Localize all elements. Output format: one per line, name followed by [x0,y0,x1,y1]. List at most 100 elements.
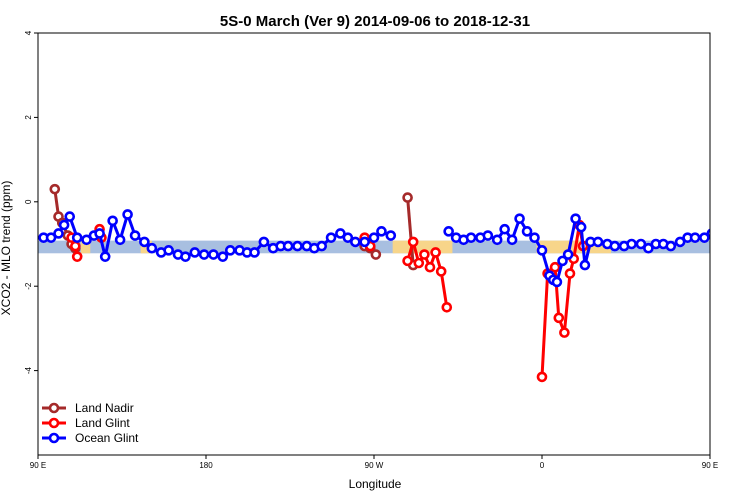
ocean-glint-point [579,259,591,271]
ocean-glint-point [482,230,494,241]
land-glint-point [549,261,561,273]
ocean-glint-point [743,234,750,242]
ocean-glint-point [575,221,587,233]
x-axis-label: Longitude [349,477,402,491]
ocean-glint-point [217,251,229,262]
land-glint-point [71,251,83,262]
ocean-glint-point [376,226,387,237]
y-tick-label: 4 [24,30,33,35]
ocean-glint-point [139,236,150,248]
ocean-glint-point [114,234,126,246]
land-glint-point [430,247,441,258]
ocean-glint-point [368,232,380,243]
ocean-glint-point [626,238,637,250]
ocean-glint-point [94,228,105,239]
ocean-glint-point [58,219,70,231]
ocean-glint-point [529,232,540,243]
x-tick-label: 180 [199,461,213,470]
x-tick-label: 90 W [365,461,384,470]
ocean-glint-point [551,276,563,288]
ocean-glint-point [738,232,746,240]
ocean-glint-point [499,223,510,235]
land-glint-point [424,261,436,273]
y-axis-label: XCO2 - MLO trend (ppm) [0,181,13,316]
ocean-glint-point [514,213,525,224]
y-tick-label: -4 [24,366,33,374]
land-nadir-line-2 [406,197,415,266]
land-nadir-point [725,186,733,194]
ocean-glint-point [180,251,191,262]
ocean-glint-point [699,232,710,243]
ocean-glint-point [81,234,92,246]
ocean-glint-point [146,242,158,254]
y-axis: 4 2 0 -2 -4 [24,30,38,374]
legend-label: Ocean Glint [75,431,139,445]
land-glint-point [732,238,740,246]
land-glint-point [553,312,565,324]
ocean-glint-point [71,232,83,243]
ocean-glint-point [506,234,518,246]
legend-label: Land Nadir [75,401,134,415]
band-land-0 [80,240,91,254]
legend-swatch-marker [48,402,60,414]
x-tick-label: 90 E [30,461,46,470]
legend-item-ocean-glint: Ocean Glint [42,431,139,445]
ocean-glint-point [258,236,270,248]
x-tick-label: 90 E [702,461,718,470]
land-nadir-point [730,213,738,221]
land-glint-point [745,253,750,261]
land-glint-point [407,236,419,248]
series-layer [38,183,750,383]
land-nadir-line-3 [729,190,742,238]
land-nadir-point [370,249,382,260]
land-nadir-point [402,192,413,203]
ocean-glint-point [45,232,57,243]
land-glint-point [536,371,548,383]
ocean-glint-point [249,247,260,258]
ocean-glint-point [557,255,568,267]
land-nadir-point [738,234,746,242]
land-glint-point [741,238,749,246]
ocean-glint-point [64,211,76,222]
land-glint-point [559,327,570,338]
land-glint-point [435,266,447,277]
ocean-glint-point [674,236,686,248]
ocean-glint-point [689,232,701,243]
ocean-glint-point [592,236,604,248]
ocean-glint-point [316,240,328,252]
legend-swatch-marker [48,417,60,429]
ocean-glint-point [706,228,710,239]
series-land-nadir [49,183,746,271]
ocean-glint-point [99,251,111,262]
ocean-glint-point [292,240,303,252]
x-tick-label: 0 [540,461,545,470]
ocean-glint-point [129,230,141,241]
ocean-glint-point [562,249,574,260]
ocean-glint-point [643,242,654,254]
ocean-glint-point [443,226,454,237]
ocean-glint-point [715,221,723,229]
land-glint-line-5 [736,229,750,256]
ocean-glint-point [189,247,201,258]
band-land-4 [732,241,747,254]
y-tick-label: 0 [24,199,33,204]
ocean-glint-point [665,240,677,252]
legend-item-land-glint: Land Glint [42,416,130,430]
ocean-glint-point [325,232,337,243]
ocean-glint-point [359,236,370,248]
band-land-1 [140,240,152,254]
land-glint-point [736,232,744,240]
series-ocean-glint [38,209,750,288]
legend-item-land-nadir: Land Nadir [42,401,134,415]
land-glint-point [413,257,425,269]
ocean-glint-point [570,213,581,224]
ocean-glint-point [635,238,647,250]
ocean-glint-point [536,245,548,256]
land-nadir-point [734,225,742,233]
legend-label: Land Glint [75,416,130,430]
ocean-glint-point [609,240,621,252]
ocean-glint-point [53,228,64,239]
ocean-glint-point [342,232,354,243]
